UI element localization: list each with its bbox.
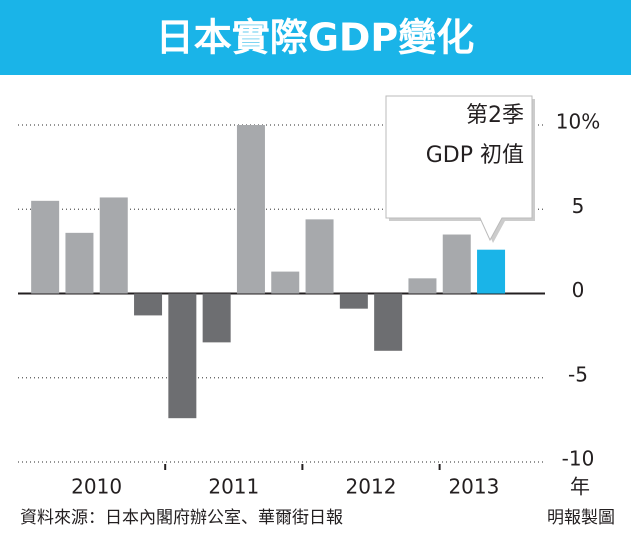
- bar: [374, 293, 403, 351]
- bar: [305, 219, 334, 294]
- bar: [271, 271, 300, 294]
- x-group-label: 2013: [448, 475, 499, 499]
- y-tick-label: -5: [568, 362, 588, 386]
- bar: [202, 293, 231, 343]
- bar: [236, 125, 265, 294]
- chart-title: 日本實際GDP變化: [156, 16, 475, 60]
- annotation: 第2季: [466, 103, 524, 128]
- y-tick-label: 10%: [556, 110, 600, 134]
- bar: [408, 278, 437, 294]
- y-tick-label: 5: [572, 194, 585, 218]
- bar: [442, 234, 471, 294]
- callout: 第2季 GDP 初值: [385, 95, 535, 243]
- bar: [31, 200, 60, 294]
- title-bar: [0, 0, 631, 75]
- x-group-label: 2012: [346, 475, 397, 499]
- x-group-label: 2010: [71, 475, 122, 499]
- y-tick-label: -10: [562, 447, 595, 471]
- bar: [99, 197, 128, 294]
- y-tick-label: 0: [572, 278, 585, 302]
- x-group-label: 2011: [208, 475, 259, 499]
- annotation: GDP 初值: [426, 143, 524, 168]
- credit: 明報製圖: [547, 508, 615, 528]
- x-unit: 年: [570, 475, 590, 499]
- bar: [168, 293, 197, 419]
- bar: [477, 249, 506, 294]
- bar: [339, 293, 368, 309]
- source: 資料來源：日本內閣府辦公室、華爾街日報: [20, 508, 343, 528]
- bar: [134, 293, 163, 316]
- callout-box: [385, 95, 533, 242]
- bar: [65, 232, 94, 294]
